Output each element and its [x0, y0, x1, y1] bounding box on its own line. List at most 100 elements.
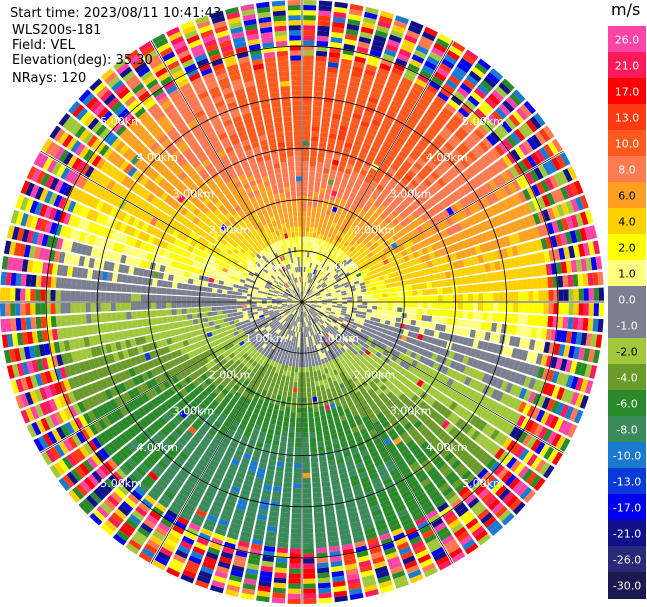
- range-gate: [397, 291, 403, 297]
- range-gate: [314, 411, 320, 418]
- range-gate: [298, 367, 302, 373]
- range-gate: [431, 194, 441, 204]
- range-gate: [474, 160, 485, 172]
- range-gate: [413, 326, 421, 333]
- range-gate: [308, 290, 313, 295]
- range-gate: [390, 282, 397, 288]
- range-gate: [580, 332, 588, 346]
- range-gate: [302, 120, 311, 127]
- range-gate: [376, 104, 388, 114]
- range-gate: [382, 247, 389, 254]
- range-gate: [316, 296, 322, 299]
- range-gate: [494, 366, 503, 377]
- range-gate: [349, 3, 364, 12]
- range-gate: [394, 206, 403, 215]
- range-gate: [309, 262, 313, 268]
- range-gate: [305, 295, 310, 299]
- range-gate: [385, 283, 392, 289]
- range-gate: [281, 502, 291, 509]
- range-gate: [334, 285, 340, 290]
- range-gate: [302, 372, 306, 378]
- range-gate: [321, 116, 331, 123]
- range-gate: [497, 281, 504, 291]
- range-gate: [325, 308, 332, 312]
- range-gate: [329, 249, 335, 256]
- range-gate: [570, 259, 578, 273]
- range-gate: [340, 274, 346, 280]
- range-gate: [274, 572, 287, 579]
- range-gate: [277, 373, 283, 380]
- range-gate: [290, 407, 297, 413]
- range-gate: [320, 126, 329, 133]
- range-gate: [386, 288, 393, 293]
- range-gate: [287, 391, 293, 398]
- range-gate: [442, 294, 448, 302]
- range-gate: [402, 302, 408, 308]
- range-gate: [304, 292, 307, 298]
- range-gate: [578, 303, 584, 316]
- range-gate: [505, 269, 513, 280]
- range-gate: [288, 427, 295, 433]
- range-gate: [391, 24, 406, 34]
- range-gate: [404, 216, 412, 225]
- range-gate: [288, 578, 301, 584]
- range-gate: [450, 252, 458, 261]
- range-gate: [543, 144, 555, 158]
- range-gate: [403, 208, 412, 217]
- range-gate: [386, 244, 394, 252]
- range-gate: [582, 348, 591, 362]
- range-gate: [347, 132, 356, 140]
- range-gate: [303, 15, 316, 21]
- range-gate: [324, 157, 332, 165]
- range-gate: [322, 245, 327, 252]
- range-gate: [293, 472, 302, 479]
- range-gate: [317, 30, 330, 37]
- range-gate: [319, 379, 324, 386]
- range-gate: [306, 282, 310, 288]
- range-gate: [542, 162, 553, 176]
- range-gate: [464, 99, 477, 111]
- range-gate: [302, 337, 304, 343]
- range-gate: [556, 219, 565, 232]
- range-gate: [482, 293, 489, 302]
- range-gate: [574, 361, 583, 376]
- range-gate: [467, 193, 476, 204]
- range-gate: [523, 216, 532, 228]
- range-gate: [407, 253, 415, 261]
- range-gate: [484, 242, 492, 252]
- range-gate: [569, 230, 578, 244]
- range-gate: [485, 194, 495, 206]
- range-gate: [364, 268, 371, 274]
- range-gate: [307, 206, 312, 212]
- range-gate: [427, 295, 433, 302]
- range-gate: [405, 119, 417, 129]
- range-gate: [564, 359, 573, 373]
- range-gate: [370, 145, 380, 154]
- range-gate: [532, 379, 542, 392]
- range-gate: [309, 292, 315, 297]
- range-gate: [470, 147, 482, 159]
- range-gate: [311, 131, 320, 137]
- range-gate: [347, 180, 355, 187]
- range-gate: [324, 288, 330, 292]
- range-gate: [313, 289, 319, 294]
- range-gate: [376, 72, 388, 81]
- range-gate: [321, 307, 327, 310]
- range-gate: [454, 130, 466, 142]
- range-gate: [309, 278, 313, 284]
- range-gate: [548, 249, 556, 262]
- range-gate: [530, 266, 538, 277]
- range-gate: [450, 224, 459, 234]
- range-gate: [521, 122, 534, 136]
- range-gate: [428, 51, 442, 62]
- range-gate: [558, 344, 566, 357]
- range-gate: [426, 84, 439, 95]
- range-gate: [415, 277, 422, 284]
- range-gate: [313, 502, 323, 509]
- range-gate: [356, 289, 362, 294]
- range-gate: [441, 229, 449, 238]
- range-gate: [370, 313, 377, 318]
- range-gate: [486, 322, 493, 332]
- range-gate: [373, 227, 381, 235]
- range-gate: [441, 58, 455, 70]
